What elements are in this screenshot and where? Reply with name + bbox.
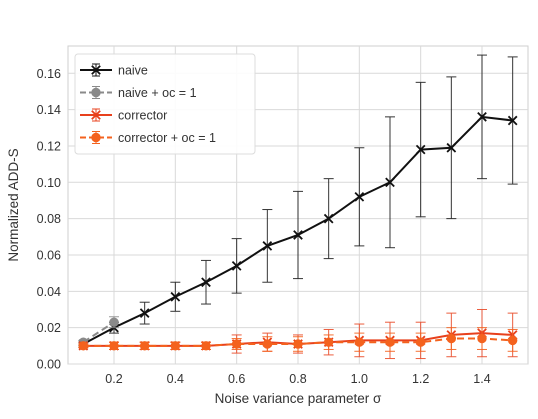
data-point (231, 261, 242, 271)
marker-stroke (293, 230, 303, 240)
legend-label: naive + oc = 1 (118, 86, 197, 100)
x-tick-label: 0.2 (105, 372, 122, 386)
x-tick-label: 1.4 (473, 372, 490, 386)
legend-item: naive + oc = 1 (80, 86, 197, 100)
legend-label: corrector (118, 109, 167, 123)
data-point (385, 177, 395, 188)
marker-stroke (354, 191, 365, 202)
marker-stroke (201, 277, 211, 288)
legend-item: corrector (80, 108, 167, 123)
marker-stroke (323, 213, 334, 224)
data-point (109, 317, 119, 327)
data-point (170, 291, 181, 302)
data-point (507, 115, 518, 126)
marker-stroke (385, 177, 395, 188)
x-tick-label: 0.8 (289, 372, 306, 386)
data-point (201, 341, 211, 351)
data-point (507, 335, 518, 346)
x-tick-label: 1.2 (412, 372, 429, 386)
data-point (262, 241, 273, 251)
y-tick-label: 0.16 (37, 67, 61, 81)
data-point (415, 337, 426, 347)
data-point (446, 142, 457, 153)
data-point (323, 213, 334, 224)
y-tick-label: 0.14 (37, 103, 61, 117)
x-tick-label: 0.6 (228, 372, 245, 386)
legend-label: corrector + oc = 1 (118, 131, 216, 145)
data-point (354, 191, 365, 202)
legend-marker (91, 110, 101, 120)
legend-marker (91, 132, 101, 143)
marker-stroke (477, 112, 487, 122)
series-4 (78, 327, 518, 352)
data-point (415, 144, 426, 155)
marker-stroke (507, 115, 518, 126)
y-tick-label: 0.02 (37, 321, 61, 335)
data-point (446, 333, 457, 344)
data-point (139, 341, 150, 351)
marker-stroke (139, 308, 150, 318)
marker-stroke (91, 110, 101, 120)
data-point (477, 112, 487, 122)
data-point (170, 341, 181, 351)
legend-item: corrector + oc = 1 (80, 131, 216, 145)
data-point (293, 339, 303, 349)
marker-stroke (170, 291, 181, 302)
data-point (477, 333, 487, 344)
series-line (82, 321, 115, 344)
y-tick-label: 0.00 (37, 358, 61, 372)
legend-marker (91, 65, 101, 75)
legend: naive naive + oc = 1 corrector corrector + … (74, 53, 256, 155)
data-point (354, 337, 365, 347)
data-point (231, 339, 242, 349)
marker-stroke (91, 65, 101, 75)
y-tick-label: 0.04 (37, 285, 61, 299)
y-axis-label: Normalized ADD-S (6, 148, 21, 261)
x-tick-label: 1.0 (351, 372, 368, 386)
y-tick-label: 0.12 (37, 139, 61, 153)
data-point (262, 339, 273, 349)
marker-stroke (446, 142, 457, 153)
x-tick-label: 0.4 (167, 372, 184, 386)
data-point (385, 337, 395, 347)
axes: 0.2 0.4 0.6 0.8 1.0 1.2 1.4 0.00 0.02 0.04 0.06 0.0… (37, 67, 491, 386)
legend-box (74, 53, 256, 155)
data-point (109, 341, 119, 351)
marker-stroke (262, 241, 273, 251)
legend-item: naive (80, 63, 148, 78)
data-point (139, 308, 150, 318)
marker-stroke (231, 261, 242, 271)
legend-marker (91, 87, 101, 98)
legend-label: naive (118, 64, 148, 78)
data-point (293, 230, 303, 240)
y-tick-label: 0.10 (37, 176, 61, 190)
data-point (78, 341, 89, 351)
data-point (323, 337, 334, 347)
y-tick-label: 0.08 (37, 212, 61, 226)
x-axis-label: Noise variance parameter σ (215, 391, 382, 406)
y-tick-label: 0.06 (37, 248, 61, 262)
data-point (201, 277, 211, 288)
marker-stroke (415, 144, 426, 155)
series-layer (78, 54, 518, 360)
